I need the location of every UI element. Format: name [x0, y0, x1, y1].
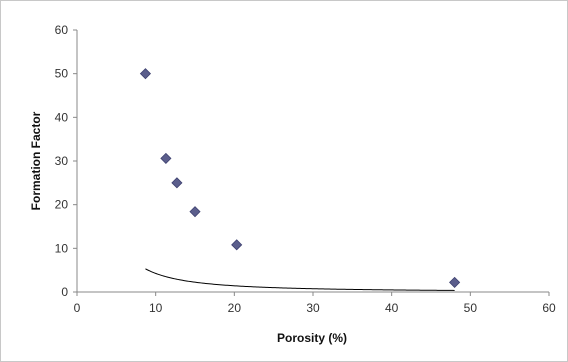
x-axis-title: Porosity (%): [277, 331, 347, 345]
x-tick-label: 20: [228, 301, 242, 315]
data-point: [449, 276, 461, 288]
y-tick-label: 0: [61, 285, 68, 299]
x-tick-label: 30: [306, 301, 320, 315]
data-point: [189, 206, 201, 218]
x-tick-label: 60: [542, 301, 556, 315]
y-tick-label: 20: [55, 198, 69, 212]
trendline: [145, 268, 455, 291]
data-point: [160, 152, 172, 164]
x-tick-label: 10: [149, 301, 163, 315]
y-tick-labels: 0 10 20 30 40 50 60: [55, 23, 77, 299]
data-point: [231, 239, 243, 251]
data-points: [139, 68, 461, 288]
x-tick-label: 50: [464, 301, 478, 315]
x-tick-label: 40: [385, 301, 399, 315]
y-tick-label: 30: [55, 154, 69, 168]
y-tick-label: 40: [55, 110, 69, 124]
y-axis-title: Formation Factor: [29, 111, 43, 210]
data-point: [171, 177, 183, 189]
axes: [76, 30, 549, 293]
y-tick-label: 10: [55, 241, 69, 255]
y-tick-label: 50: [55, 67, 69, 81]
y-tick-label: 60: [55, 23, 69, 37]
data-point: [139, 68, 152, 80]
x-tick-label: 0: [74, 301, 81, 315]
x-tick-labels: 0 10 20 30 40 50 60: [74, 292, 556, 315]
